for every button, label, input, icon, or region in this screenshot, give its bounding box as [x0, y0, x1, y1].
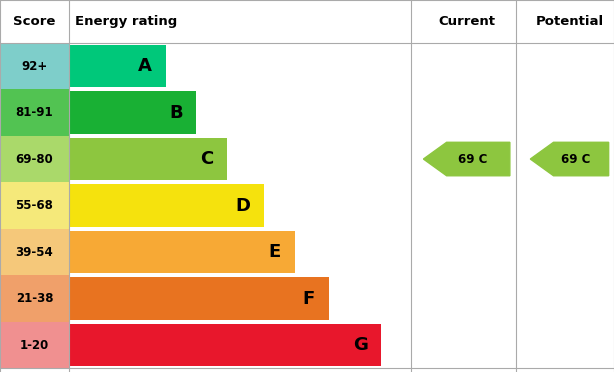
Bar — [0, 182, 69, 229]
Polygon shape — [424, 142, 510, 176]
Bar — [69, 184, 264, 227]
Bar — [69, 231, 295, 273]
Text: Score: Score — [13, 15, 56, 28]
Text: 39-54: 39-54 — [15, 246, 53, 259]
Bar — [69, 277, 328, 320]
Polygon shape — [530, 142, 608, 176]
Text: 21-38: 21-38 — [15, 292, 53, 305]
Bar — [0, 275, 69, 322]
Bar — [0, 136, 69, 182]
Bar — [0, 229, 69, 275]
Text: 69 C: 69 C — [561, 153, 590, 166]
Text: Current: Current — [438, 15, 495, 28]
Bar — [0, 322, 69, 368]
Text: 92+: 92+ — [21, 60, 47, 73]
Text: B: B — [169, 103, 182, 122]
Bar — [0, 43, 69, 89]
Text: 69-80: 69-80 — [15, 153, 53, 166]
Text: 1-20: 1-20 — [20, 339, 49, 352]
Bar — [69, 45, 166, 87]
Text: 69 C: 69 C — [458, 153, 488, 166]
Bar — [69, 324, 381, 366]
Text: A: A — [138, 57, 152, 75]
Text: F: F — [303, 289, 315, 308]
Bar — [69, 138, 227, 180]
Text: G: G — [353, 336, 368, 354]
Text: Energy rating: Energy rating — [75, 15, 177, 28]
Bar — [0, 89, 69, 136]
Text: E: E — [269, 243, 281, 261]
Bar — [69, 91, 196, 134]
Text: 81-91: 81-91 — [15, 106, 53, 119]
Text: 55-68: 55-68 — [15, 199, 53, 212]
Text: D: D — [236, 196, 251, 215]
Text: Potential: Potential — [535, 15, 604, 28]
Text: C: C — [200, 150, 213, 168]
